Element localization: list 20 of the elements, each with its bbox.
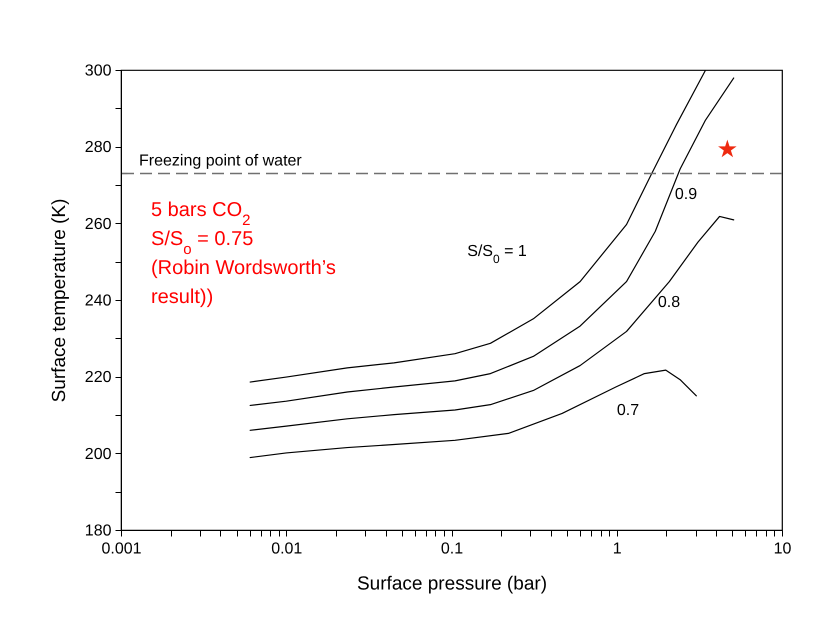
y-axis-title: Surface temperature (K) <box>48 198 70 402</box>
y-tick-label: 240 <box>84 292 112 310</box>
text: 5 bars CO$_{2}$ S/S$_{o}$ = 0.75 (Robin Wordsworth’s result)) <box>151 199 336 308</box>
text: S/S$_{0}$ = 1 <box>467 243 527 266</box>
x-tick-label: 0.001 <box>101 540 142 558</box>
x-tick-label: 10 <box>774 540 792 558</box>
y-tick-label: 280 <box>84 139 112 156</box>
y-tick-label: 260 <box>84 216 112 233</box>
y-tick-label: 200 <box>84 446 112 463</box>
y-tick-label: 220 <box>84 369 112 386</box>
y-tick-label: 300 <box>84 62 112 80</box>
x-tick-label: 0.1 <box>440 540 464 558</box>
x-axis-title: Surface pressure (bar) <box>356 574 548 594</box>
y-tick-label: 180 <box>84 522 112 540</box>
x-tick-label: 0.01 <box>271 540 302 558</box>
x-tick-label: 1 <box>612 540 622 558</box>
series-label: 0.9 <box>674 186 698 203</box>
series-label: 0.8 <box>658 294 680 311</box>
ref-line-label: Freezing point of water <box>139 152 302 170</box>
series-label: 0.7 <box>616 402 640 419</box>
